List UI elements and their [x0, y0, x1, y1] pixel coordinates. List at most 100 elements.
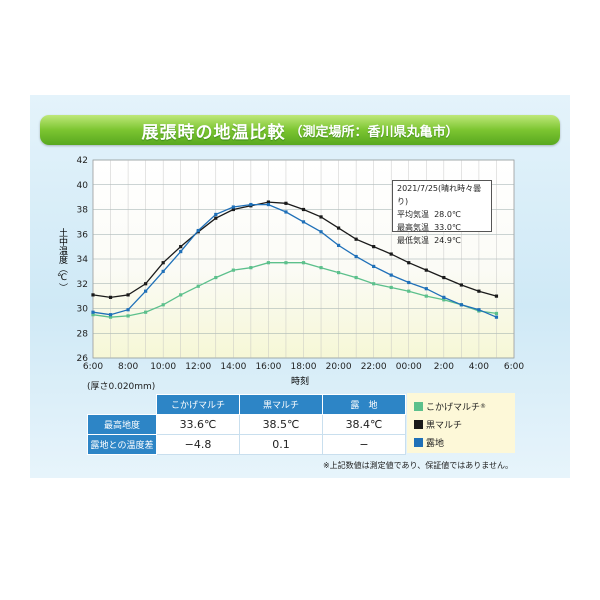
data-point: [126, 308, 130, 312]
data-point: [196, 284, 200, 288]
data-point: [336, 271, 341, 275]
legend-item: 黒マルチ: [414, 418, 462, 431]
x-tick-label: 6:00: [504, 362, 524, 372]
y-axis-label: 土中温度（℃）: [57, 227, 68, 292]
x-tick-label: 2:00: [434, 362, 454, 372]
series-こかげマルチ: [91, 261, 499, 319]
data-point: [477, 308, 481, 312]
data-point: [284, 201, 288, 205]
data-point: [372, 245, 376, 249]
data-point: [424, 294, 428, 298]
data-point: [108, 313, 113, 317]
y-tick-label: 34: [77, 255, 89, 265]
grid-lines: [93, 159, 514, 359]
data-point: [372, 264, 376, 269]
y-tick-label: 28: [77, 329, 89, 339]
x-tick-label: 18:00: [291, 362, 317, 372]
data-point: [389, 285, 393, 290]
data-point: [494, 294, 499, 298]
data-point: [266, 200, 271, 204]
data-point: [301, 207, 306, 212]
data-point: [214, 212, 218, 217]
x-tick-label: 22:00: [361, 362, 387, 372]
x-tick-label: 12:00: [185, 362, 211, 372]
y-tick-label: 36: [77, 230, 89, 240]
table-header: 黒マルチ: [239, 394, 323, 415]
data-point: [389, 252, 393, 256]
series-露地: [91, 202, 499, 319]
data-point: [231, 207, 235, 212]
data-point: [284, 261, 288, 265]
x-tick-label: 00:00: [396, 362, 422, 372]
data-point: [144, 310, 148, 314]
data-point: [161, 261, 165, 265]
data-point: [389, 273, 393, 277]
row-header: 最高地度: [87, 414, 157, 435]
data-point: [459, 283, 463, 287]
data-point: [442, 298, 446, 302]
data-point: [231, 268, 235, 272]
chart-title: 展張時の地温比較: [141, 122, 286, 143]
data-point: [319, 266, 323, 270]
data-point: [144, 289, 148, 293]
data-point: [214, 216, 218, 220]
data-point: [424, 268, 428, 272]
data-point: [407, 261, 411, 265]
data-point: [442, 275, 446, 280]
data-point: [196, 228, 200, 233]
data-point: [249, 266, 253, 270]
data-point: [179, 293, 183, 297]
data-point: [424, 287, 428, 291]
weather-info-box: 2021/7/25(晴れ時々曇り) 平均気温 28.0℃ 最高気温 33.0℃ …: [392, 180, 492, 245]
tick-labels: 26 28 30 32 34 36 38 40 42 6:00 8:00 10:00 12:00 14:0…: [77, 156, 525, 372]
data-point: [179, 249, 183, 254]
series-line: [92, 262, 497, 318]
series-line: [92, 203, 497, 318]
y-tick-label: 38: [77, 206, 89, 216]
y-tick-label: 26: [77, 354, 89, 364]
data-point: [459, 303, 463, 307]
data-point: [319, 230, 323, 234]
data-point: [319, 215, 323, 219]
data-point: [407, 280, 411, 285]
table-cell: 33.6℃: [156, 414, 240, 435]
data-point: [336, 243, 341, 247]
data-point: [231, 205, 235, 209]
table-corner: [88, 395, 157, 415]
weather-row-max: 最高気温 33.0℃: [397, 223, 461, 232]
data-point: [91, 293, 95, 297]
data-point: [336, 226, 341, 230]
data-point: [161, 269, 165, 273]
weather-row-avg: 平均気温 28.0℃: [397, 210, 461, 219]
data-point: [372, 282, 376, 286]
table-header: こかげマルチ: [156, 394, 240, 415]
data-point: [91, 310, 95, 314]
y-tick-label: 42: [77, 156, 88, 166]
data-point: [494, 311, 499, 316]
data-point: [354, 254, 358, 259]
thickness-note: (厚さ0.020mm): [87, 382, 156, 392]
x-tick-label: 16:00: [255, 362, 281, 372]
data-point: [214, 275, 218, 280]
data-point: [301, 220, 306, 224]
data-point: [108, 295, 113, 299]
legend-item: 露地: [414, 436, 444, 449]
x-tick-label: 14:00: [220, 362, 246, 372]
x-tick-label: 8:00: [118, 362, 138, 372]
data-point: [284, 210, 288, 214]
table-cell: −4.8: [156, 434, 240, 455]
data-point: [494, 315, 499, 319]
legend: こかげマルチ ® 黒マルチ 露地: [407, 393, 515, 453]
data-point: [249, 202, 253, 207]
legend-swatch: [414, 402, 423, 411]
legend-item: こかげマルチ ®: [414, 400, 486, 413]
y-tick-label: 40: [77, 181, 89, 191]
table-cell: −: [322, 434, 406, 455]
chart-subtitle: （測定場所：香川県丸亀市）: [289, 124, 459, 140]
data-point: [161, 303, 165, 307]
data-point: [126, 293, 130, 297]
x-tick-label: 6:00: [83, 362, 103, 372]
x-tick-label: 20:00: [326, 362, 352, 372]
series-lines: [91, 200, 499, 319]
